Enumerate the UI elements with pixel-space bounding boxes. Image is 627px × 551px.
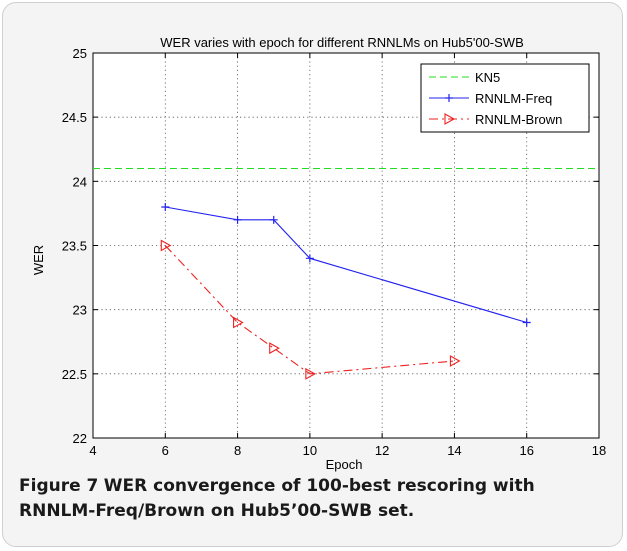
x-tick-label: 18 <box>592 443 606 458</box>
data-point-rnnlm-brown <box>160 239 172 252</box>
data-point-rnnlm-freq <box>522 318 531 327</box>
data-point-rnnlm-freq <box>305 254 314 263</box>
y-axis-label: WER <box>31 245 46 275</box>
x-tick-label: 16 <box>519 443 533 458</box>
x-tick-label: 8 <box>234 443 241 458</box>
data-point-rnnlm-brown <box>233 316 244 329</box>
data-point-rnnlm-brown <box>449 355 461 367</box>
series-line-rnnlm-brown <box>164 245 455 375</box>
x-tick-label: 6 <box>162 443 169 458</box>
line-chart: WER varies with epoch for different RNNL… <box>31 35 606 472</box>
data-point-rnnlm-freq <box>233 215 242 224</box>
y-tick-label: 23 <box>73 303 87 318</box>
x-axis-label: Epoch <box>326 457 363 472</box>
legend-label-rnnlm-freq: RNNLM-Freq <box>475 91 552 106</box>
x-tick-label: 4 <box>89 443 96 458</box>
figure-caption: Figure 7 WER convergence of 100-best res… <box>19 474 609 524</box>
data-point-rnnlm-freq <box>269 215 278 224</box>
x-tick-label: 10 <box>303 443 317 458</box>
y-tick-label: 24 <box>73 174 87 189</box>
y-tick-label: 23.5 <box>62 239 87 254</box>
legend-marker-rnnlm-freq <box>445 94 453 102</box>
data-point-rnnlm-brown <box>269 342 280 355</box>
data-point-rnnlm-freq <box>161 203 170 211</box>
figure-caption-text: WER convergence of 100-best rescoring wi… <box>19 476 535 521</box>
legend-marker-rnnlm-brown <box>444 113 456 125</box>
legend-label-rnnlm-brown: RNNLM-Brown <box>475 112 562 127</box>
y-tick-label: 22.5 <box>62 367 87 382</box>
x-tick-label: 12 <box>375 443 389 458</box>
legend-label-kn5: KN5 <box>475 70 500 85</box>
y-tick-label: 25 <box>73 46 87 61</box>
figure-label: Figure 7 <box>19 476 99 496</box>
y-tick-label: 22 <box>73 431 87 446</box>
figure-container: WER varies with epoch for different RNNL… <box>2 2 623 547</box>
data-point-rnnlm-brown <box>305 367 316 380</box>
y-tick-label: 24.5 <box>62 110 87 125</box>
chart-title: WER varies with epoch for different RNNL… <box>160 35 524 50</box>
x-tick-label: 14 <box>447 443 461 458</box>
